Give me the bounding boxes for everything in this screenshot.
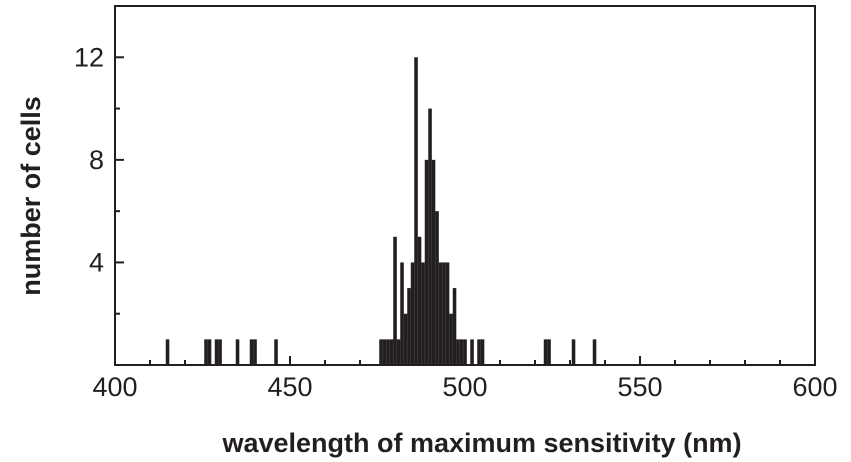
plot-frame <box>114 5 816 366</box>
histogram-bar <box>389 339 394 365</box>
histogram-bar <box>452 288 457 365</box>
histogram-bar <box>592 339 597 365</box>
histogram-bar <box>421 262 425 365</box>
histogram-bar <box>253 339 257 365</box>
histogram-bar <box>235 339 240 365</box>
histogram-bar <box>396 339 401 365</box>
y-axis-ticks: 4 8 12 <box>74 42 124 315</box>
histogram-bar <box>214 339 219 365</box>
histogram-bar <box>445 262 450 365</box>
histogram-bar <box>249 339 254 365</box>
histogram-bar <box>438 262 443 365</box>
y-tick-label: 12 <box>74 42 104 72</box>
histogram-bar <box>417 236 422 365</box>
histogram-bar <box>480 339 485 365</box>
bars-layer <box>165 57 597 365</box>
x-tick-label: 550 <box>617 372 662 402</box>
histogram-bar <box>379 339 383 365</box>
histogram-bar <box>400 262 404 365</box>
histogram-bar <box>463 339 467 365</box>
histogram-bar <box>414 57 418 365</box>
histogram-bar <box>204 339 208 365</box>
histogram-bar <box>382 339 387 365</box>
histogram-bar <box>218 339 222 365</box>
histogram-bar <box>435 211 439 365</box>
histogram-bar <box>386 339 390 365</box>
x-tick-label: 500 <box>442 372 487 402</box>
x-tick-label: 600 <box>792 372 837 402</box>
histogram-bar <box>428 108 432 365</box>
histogram-bar <box>431 159 436 365</box>
histogram-bar <box>165 339 170 365</box>
histogram-bar <box>274 339 278 365</box>
histogram-bar <box>547 339 551 365</box>
x-tick-label: 400 <box>92 372 137 402</box>
x-axis-ticks: 400 450 500 550 600 <box>92 356 838 402</box>
histogram-bar <box>207 339 212 365</box>
x-tick-label: 450 <box>267 372 312 402</box>
histogram-bar <box>407 288 411 365</box>
histogram-bar <box>449 313 453 365</box>
histogram-bar <box>393 236 397 365</box>
histogram-bar <box>470 339 474 365</box>
histogram-bar <box>459 339 464 365</box>
y-tick-label: 4 <box>89 247 104 277</box>
histogram-bar <box>442 262 446 365</box>
histogram-bar <box>403 313 408 365</box>
histogram-bar <box>410 262 415 365</box>
histogram-bar <box>571 339 576 365</box>
histogram-bar <box>424 159 429 365</box>
histogram-bar <box>456 339 460 365</box>
y-tick-label: 8 <box>89 145 104 175</box>
y-axis-title: number of cells <box>16 96 46 296</box>
histogram-bar <box>543 339 548 365</box>
x-axis-title: wavelength of maximum sensitivity (nm) <box>221 428 741 458</box>
histogram-bar <box>477 339 481 365</box>
